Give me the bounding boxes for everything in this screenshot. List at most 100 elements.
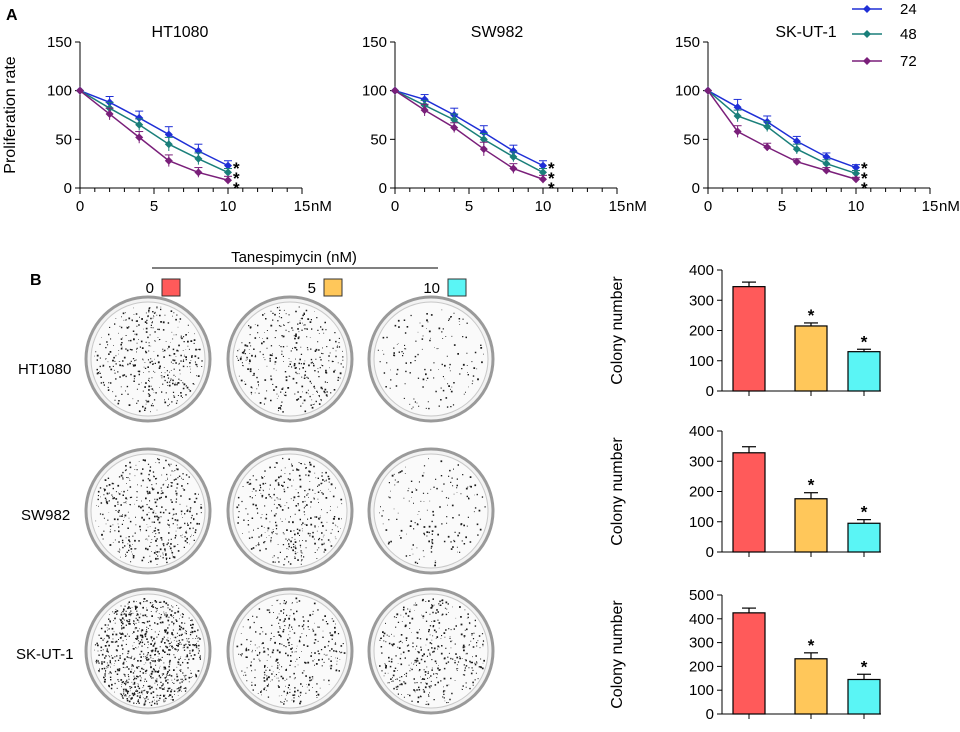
x-tick-label: 15 [609,198,626,215]
y-tick-label: 400 [689,262,714,279]
series-24 [704,86,860,172]
x-tick-label: 0 [76,198,84,215]
data-point [822,152,831,161]
dose-label-0: 0 [146,280,154,297]
x-tick-label: 0 [391,198,399,215]
line-chart-2: SW982 0 50 100 150 0 5 10 15 nM *** [362,24,647,215]
data-point [420,106,429,115]
data-point [792,137,801,146]
y-tick-label: 200 [689,658,714,675]
x-tick-label: 5 [778,198,786,215]
legend-label-24: 24 [900,1,917,18]
legend-label-48: 48 [900,26,917,43]
y-tick-label: 50 [370,131,387,148]
data-point [135,113,144,122]
significance-star: * [233,179,240,198]
data-point [164,130,173,139]
y-tick-label: 100 [689,353,714,370]
significance-star: * [808,476,815,495]
data-point [76,86,84,95]
series-72 [391,86,547,184]
bar-chart-1: 0 100 200 300 400 Colony number * * [609,262,881,400]
data-point [509,164,518,173]
bar-charts: 0 100 200 300 400 Colony number * * 0 100 200 300 40… [609,262,881,723]
legend-marker-72 [863,57,871,65]
colony-plate [84,587,212,715]
colonies [94,598,201,706]
panel-a-label: A [6,7,18,24]
significance-star: * [861,657,868,676]
significance-star: * [548,159,555,178]
data-point [164,156,173,165]
row-label-sk-ut-1: SK-UT-1 [16,646,74,663]
data-point [479,145,488,154]
data-point [852,175,860,184]
data-point [224,168,232,177]
y-tick-label: 100 [675,83,700,100]
bar-dose-10 [847,522,881,553]
row-label-ht1080: HT1080 [18,361,71,378]
plate-well [232,453,348,569]
series-line-24 [394,89,544,167]
series-line-48 [707,90,857,175]
data-point [733,103,742,112]
plate-well [90,453,206,569]
series-72 [76,86,232,185]
x-unit-label: nM [626,198,647,215]
data-point [733,127,742,136]
legend-marker-24 [863,5,871,13]
legend-item-24: 24 [852,1,917,18]
x-tick-label: 10 [848,198,865,215]
bar-chart-3: 0 100 200 300 400 500 Colony number * * [609,587,881,723]
plate-well [373,301,489,417]
data-point [164,140,173,149]
y-axis-label: Colony number [609,276,626,385]
y-axis-label: Proliferation rate [2,56,19,173]
series-72 [704,86,860,184]
y-tick-label: 50 [55,131,72,148]
bar-dose-5 [794,498,828,553]
colony-plate [367,447,495,575]
significance-star: * [861,332,868,351]
dose-label-10: 10 [423,280,440,297]
data-point [509,152,518,161]
y-tick-label: 0 [64,180,72,197]
legend: 24 48 72 [852,1,917,70]
line-chart-3: SK-UT-1 0 50 100 150 0 5 10 15 nM *** [675,24,960,215]
y-tick-label: 500 [689,587,714,604]
y-axis-label: Colony number [609,600,626,709]
significance-star: * [233,169,240,188]
y-tick-label: 400 [689,423,714,440]
y-tick-label: 150 [362,34,387,51]
significance-star: * [861,503,868,522]
colony-plate [84,295,212,423]
bar-chart-2: 0 100 200 300 400 Colony number * * [609,423,881,561]
legend-item-72: 72 [852,53,917,70]
colonies [94,306,203,413]
plate-well [373,593,489,709]
line-chart-1: HT1080 0 50 100 150 0 5 10 15 nM Proliferation rat… [2,24,332,215]
data-point [224,176,232,185]
legend-label-72: 72 [900,53,917,70]
y-tick-label: 150 [675,34,700,51]
data-point [391,86,399,95]
data-point [763,122,772,131]
data-point [763,143,772,152]
series-line-72 [79,90,229,181]
x-tick-label: 10 [220,198,237,215]
significance-star: * [861,179,868,198]
data-point [450,115,459,124]
colony-plate [367,295,495,423]
data-point [852,163,860,172]
y-tick-label: 100 [47,83,72,100]
x-unit-label: nM [311,198,332,215]
chart-title: SK-UT-1 [775,24,836,41]
x-unit-label: nM [939,198,960,215]
data-point [822,159,831,168]
colonies [379,458,486,567]
y-tick-label: 50 [683,131,700,148]
legend-marker-48 [863,30,871,38]
data-point [479,135,488,144]
series-line-72 [394,90,544,180]
colonies [236,597,346,705]
